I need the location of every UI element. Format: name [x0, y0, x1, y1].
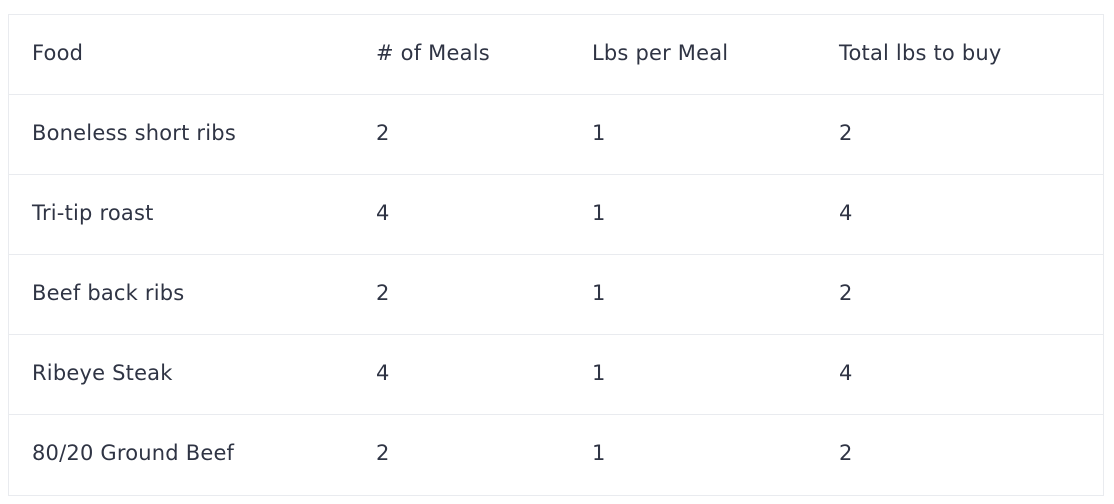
food-table: Food # of Meals Lbs per Meal Total lbs t…: [8, 14, 1104, 496]
table-row: Tri-tip roast 4 1 4: [9, 175, 1103, 255]
cell-food: Tri-tip roast: [32, 201, 154, 225]
table-row: Beef back ribs 2 1 2: [9, 255, 1103, 335]
cell-num-meals: 2: [376, 121, 390, 145]
cell-total-lbs: 4: [839, 361, 853, 385]
table-row: Ribeye Steak 4 1 4: [9, 335, 1103, 415]
cell-lbs-per-meal: 1: [592, 361, 606, 385]
cell-total-lbs: 4: [839, 201, 853, 225]
cell-num-meals: 2: [376, 281, 390, 305]
cell-lbs-per-meal: 1: [592, 201, 606, 225]
cell-lbs-per-meal: 1: [592, 441, 606, 465]
cell-food: Ribeye Steak: [32, 361, 173, 385]
cell-food: 80/20 Ground Beef: [32, 441, 235, 465]
cell-num-meals: 2: [376, 441, 390, 465]
header-lbs-per-meal: Lbs per Meal: [592, 41, 729, 65]
cell-total-lbs: 2: [839, 281, 853, 305]
table-header-row: Food # of Meals Lbs per Meal Total lbs t…: [9, 15, 1103, 95]
cell-lbs-per-meal: 1: [592, 281, 606, 305]
cell-total-lbs: 2: [839, 441, 853, 465]
cell-num-meals: 4: [376, 361, 390, 385]
cell-food: Beef back ribs: [32, 281, 185, 305]
cell-lbs-per-meal: 1: [592, 121, 606, 145]
header-total-lbs: Total lbs to buy: [839, 41, 1002, 65]
cell-total-lbs: 2: [839, 121, 853, 145]
cell-food: Boneless short ribs: [32, 121, 236, 145]
header-num-meals: # of Meals: [376, 41, 490, 65]
header-food: Food: [32, 41, 84, 65]
cell-num-meals: 4: [376, 201, 390, 225]
table-row: 80/20 Ground Beef 2 1 2: [9, 415, 1103, 495]
table-row: Boneless short ribs 2 1 2: [9, 95, 1103, 175]
